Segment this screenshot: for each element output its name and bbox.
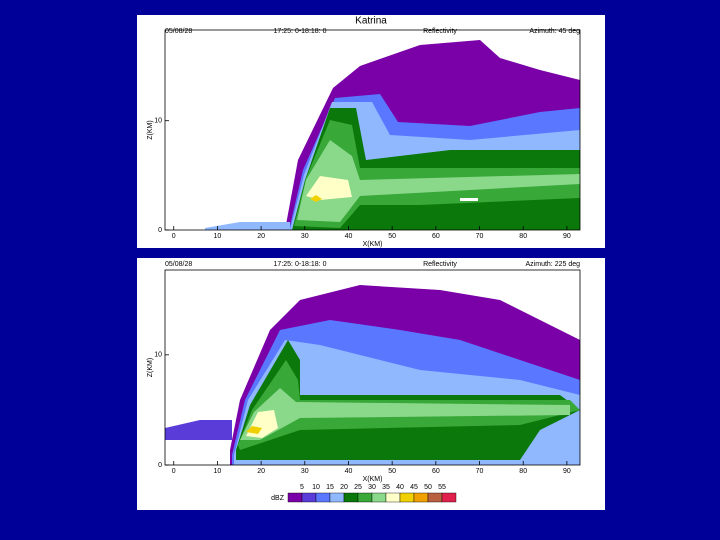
y-axis-label: Z(KM) (147, 120, 154, 139)
x-axis-label: X(KM) (363, 241, 383, 248)
colorbar-swatch (287, 492, 303, 503)
colorbar-swatch (315, 492, 331, 503)
colorbar-swatch (441, 492, 457, 503)
x-tick-label: 50 (388, 233, 396, 240)
colorbar-swatch (329, 492, 345, 503)
colorbar-label: 45 (410, 484, 418, 491)
x-tick-label: 60 (432, 233, 440, 240)
azimuth: Azimuth: 225 deg (526, 261, 581, 268)
colorbar-label: 35 (382, 484, 390, 491)
x-tick-label: 80 (519, 233, 527, 240)
x-tick-label: 70 (476, 233, 484, 240)
x-tick-label: 30 (301, 468, 309, 475)
colorbar-label: 40 (396, 484, 404, 491)
colorbar-label: 50 (424, 484, 432, 491)
x-axis-label: X(KM) (363, 476, 383, 483)
colorbar-swatch (357, 492, 373, 503)
colorbar-swatch (427, 492, 443, 503)
field-name: Reflectivity (423, 261, 457, 268)
colorbar-label: 30 (368, 484, 376, 491)
azimuth: Azimuth: 45 deg (529, 28, 580, 35)
y-axis-label: Z(KM) (147, 358, 154, 377)
reflectivity-field (205, 40, 580, 230)
colorbar-label: 15 (326, 484, 334, 491)
x-tick-label: 20 (257, 468, 265, 475)
x-tick-label: 80 (519, 468, 527, 475)
colorbar-label: 20 (340, 484, 348, 491)
x-tick-label: 60 (432, 468, 440, 475)
plot-frame (164, 29, 581, 231)
colorbar-swatch (385, 492, 401, 503)
x-tick-label: 20 (257, 233, 265, 240)
x-tick-label: 0 (172, 468, 176, 475)
colorbar-title: dBZ (271, 495, 285, 502)
y-tick-label: 0 (158, 227, 162, 234)
date: 05/08/28 (165, 261, 192, 268)
time-range: 17:25: 0-18:18: 0 (274, 28, 327, 35)
colorbar-swatch (413, 492, 429, 503)
y-tick-label: 0 (158, 462, 162, 469)
y-tick-label: 10 (154, 352, 162, 359)
x-tick-label: 90 (563, 468, 571, 475)
colorbar-swatch (399, 492, 415, 503)
x-tick-label: 40 (345, 468, 353, 475)
colorbar-swatch (301, 492, 317, 503)
colorbar-label: 10 (312, 484, 320, 491)
x-tick-label: 50 (388, 468, 396, 475)
y-tick-label: 10 (154, 118, 162, 125)
x-tick-label: 30 (301, 233, 309, 240)
reflectivity-field (165, 285, 580, 465)
x-tick-label: 0 (172, 233, 176, 240)
x-tick-label: 40 (345, 233, 353, 240)
time-range: 17:25: 0-18:18: 0 (274, 261, 327, 268)
plot-frame (164, 269, 581, 466)
date: 05/08/28 (165, 28, 192, 35)
colorbar-label: 25 (354, 484, 362, 491)
colorbar-swatch (371, 492, 387, 503)
x-tick-label: 10 (214, 468, 222, 475)
field-name: Reflectivity (423, 28, 457, 35)
title: Katrina (355, 16, 387, 27)
colorbar-swatch (343, 492, 359, 503)
x-tick-label: 10 (214, 233, 222, 240)
colorbar-label: 55 (438, 484, 446, 491)
colorbar-label: 5 (300, 484, 304, 491)
x-tick-label: 70 (476, 468, 484, 475)
x-tick-label: 90 (563, 233, 571, 240)
